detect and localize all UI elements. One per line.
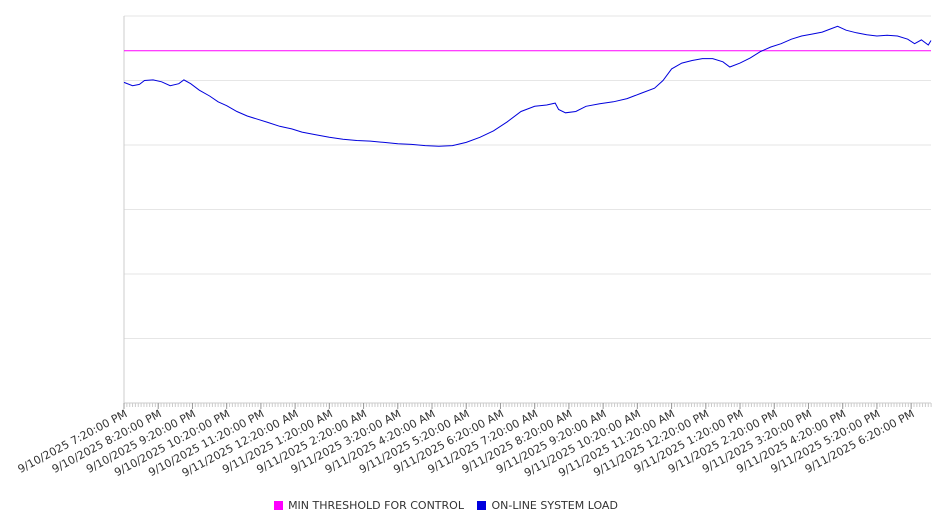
legend-item-system-load[interactable]: ON-LINE SYSTEM LOAD xyxy=(477,499,618,512)
chart-legend: MIN THRESHOLD FOR CONTROL ON-LINE SYSTEM… xyxy=(0,499,892,513)
legend-label-min-threshold: MIN THRESHOLD FOR CONTROL xyxy=(288,499,464,512)
legend-swatch-system-load xyxy=(477,501,487,510)
legend-label-system-load: ON-LINE SYSTEM LOAD xyxy=(491,499,618,512)
legend-item-min-threshold[interactable]: MIN THRESHOLD FOR CONTROL xyxy=(274,499,464,512)
legend-swatch-min-threshold xyxy=(274,501,284,510)
series-line-system-load xyxy=(123,25,932,147)
